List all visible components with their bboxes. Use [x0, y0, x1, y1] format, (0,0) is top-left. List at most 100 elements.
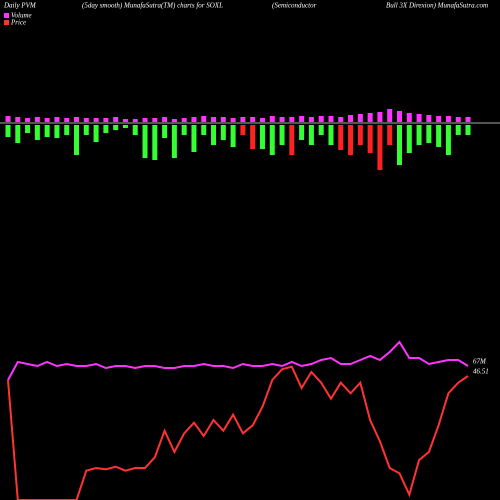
volume-bar	[289, 117, 295, 122]
volume-bar	[93, 118, 99, 122]
pvm-bar	[132, 125, 138, 135]
pvm-bar	[289, 125, 295, 155]
chart-subtitle: (5day smooth) MunafaSutra(TM) charts for…	[82, 2, 223, 10]
pvm-bar	[230, 125, 236, 147]
volume-bar	[308, 117, 314, 122]
pvm-bar	[299, 125, 305, 140]
volume-bar	[5, 116, 11, 122]
volume-bar	[15, 117, 21, 122]
volume-bar	[44, 118, 50, 122]
pvm-bar	[211, 125, 217, 145]
end-label: 46.51	[473, 368, 489, 376]
volume-bar	[377, 112, 383, 122]
volume-bar	[406, 113, 412, 122]
volume-bar	[122, 119, 128, 122]
volume-bar	[191, 117, 197, 122]
volume-bar	[230, 118, 236, 122]
pvm-bar	[25, 125, 31, 133]
volume-bar	[328, 116, 334, 122]
pvm-bar	[465, 125, 471, 135]
series-line	[7, 365, 469, 500]
pvm-bar	[416, 125, 422, 145]
volume-bar	[83, 118, 89, 122]
volume-bar	[181, 118, 187, 122]
pvm-bar	[377, 125, 383, 170]
legend-swatch	[4, 20, 9, 25]
pvm-bar	[15, 125, 21, 143]
volume-bar	[142, 118, 148, 122]
chart-description: (Semiconductor	[272, 2, 317, 10]
pvm-bar	[64, 125, 70, 135]
pvm-bar	[250, 125, 256, 149]
pvm-bar	[279, 125, 285, 145]
pvm-bar	[5, 125, 11, 137]
pvm-bar	[269, 125, 275, 155]
volume-bar	[152, 118, 158, 122]
volume-bar	[54, 117, 60, 122]
pvm-bar	[191, 125, 197, 152]
pvm-bar	[113, 125, 119, 130]
chart-title: Daily PVM	[3, 2, 37, 10]
volume-bar	[416, 114, 422, 122]
volume-bar	[250, 117, 256, 122]
pvm-bar	[240, 125, 246, 135]
pvm-bar	[201, 125, 207, 135]
volume-bar	[367, 113, 373, 122]
pvm-bar	[103, 125, 109, 133]
volume-bar	[74, 117, 80, 122]
pvm-bar	[455, 125, 461, 135]
pvm-bar	[74, 125, 80, 155]
series-line	[7, 340, 469, 381]
pvm-bar	[436, 125, 442, 147]
volume-bar	[338, 117, 344, 122]
pvm-bar	[122, 125, 128, 128]
pvm-bar	[171, 125, 177, 158]
pvm-bar	[406, 125, 412, 153]
pvm-bar	[387, 125, 393, 145]
pvm-bar	[396, 125, 402, 165]
pvm-bar	[162, 125, 168, 138]
pvm-bar	[348, 125, 354, 155]
pvm-bar	[93, 125, 99, 142]
pvm-bar	[34, 125, 40, 140]
chart-description: Bull 3X Direxion) MunafaSutra.com	[386, 2, 488, 10]
volume-bar	[465, 117, 471, 122]
pvm-bar	[357, 125, 363, 145]
pvm-bar	[426, 125, 432, 143]
volume-bar	[396, 111, 402, 122]
volume-bar	[220, 117, 226, 122]
volume-bar	[25, 118, 31, 122]
volume-bar	[436, 116, 442, 122]
volume-bar	[103, 118, 109, 122]
volume-bar	[357, 114, 363, 122]
volume-bar	[132, 119, 138, 122]
pvm-bar	[220, 125, 226, 140]
volume-bar	[240, 117, 246, 122]
volume-bar	[259, 118, 265, 122]
volume-bar	[162, 117, 168, 122]
legend-label: Price	[10, 19, 26, 27]
volume-bar	[171, 119, 177, 122]
pvm-bar	[259, 125, 265, 149]
volume-bar	[64, 118, 70, 122]
volume-bar	[387, 109, 393, 122]
pvm-bar	[54, 125, 60, 138]
pvm-bar	[142, 125, 148, 158]
pvm-bar	[44, 125, 50, 137]
end-label: 67M	[473, 358, 487, 366]
pvm-bar	[338, 125, 344, 150]
pvm-bar	[181, 125, 187, 135]
volume-bar	[299, 116, 305, 122]
volume-bar	[113, 117, 119, 122]
volume-bar	[426, 115, 432, 122]
pvm-bar	[445, 125, 451, 155]
legend-swatch	[4, 13, 9, 18]
pvm-bar	[318, 125, 324, 135]
volume-bar	[279, 117, 285, 122]
volume-bar	[318, 116, 324, 122]
volume-bar	[348, 115, 354, 122]
volume-bar	[211, 117, 217, 122]
legend-label: Volume	[11, 12, 32, 20]
volume-bar	[445, 116, 451, 122]
